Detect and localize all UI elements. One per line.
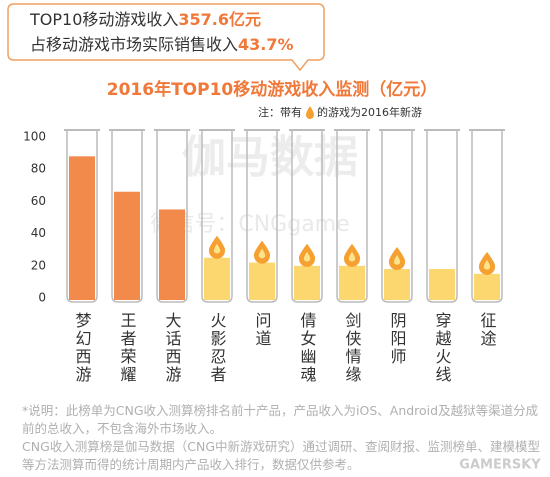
x-tick-label: 穿越火线 bbox=[433, 312, 452, 384]
bar bbox=[204, 257, 230, 300]
tube bbox=[381, 130, 413, 303]
x-tick-label: 剑侠情缘 bbox=[343, 312, 362, 384]
tube bbox=[201, 130, 233, 303]
x-tick-label: 火影忍者 bbox=[208, 312, 227, 384]
tube bbox=[111, 130, 143, 303]
callout-line: TOP10移动游戏收入 bbox=[29, 10, 178, 29]
flame-core bbox=[348, 251, 356, 262]
bar bbox=[474, 273, 500, 300]
y-tick-label: 20 bbox=[31, 258, 46, 272]
note: 的游戏为2016年新游 bbox=[317, 105, 422, 119]
y-tick-label: 60 bbox=[31, 194, 46, 208]
bar bbox=[249, 262, 275, 300]
flame-core bbox=[303, 251, 311, 262]
flame-core bbox=[258, 248, 266, 259]
x-tick-label: 征途 bbox=[478, 312, 497, 348]
callout-value: 357.6亿元 bbox=[178, 10, 261, 29]
callout-text: TOP10移动游戏收入357.6亿元 bbox=[29, 10, 261, 29]
y-tick-label: 100 bbox=[23, 130, 46, 144]
tube bbox=[246, 130, 278, 303]
x-tick-label: 大话西游 bbox=[163, 312, 182, 384]
y-tick-label: 40 bbox=[31, 226, 46, 240]
bar bbox=[69, 156, 95, 300]
tube bbox=[66, 130, 98, 303]
bar bbox=[114, 191, 140, 300]
x-tick-label: 梦幻西游 bbox=[73, 312, 92, 384]
x-tick-label: 王者荣耀 bbox=[118, 312, 137, 384]
footnotes: *说明：此榜单为CNG收入测算榜排名前十产品，产品收入为iOS、Android及… bbox=[22, 402, 542, 474]
callout-line: 占移动游戏市场实际销售收入 bbox=[30, 35, 238, 54]
footnote: CNG收入测算榜是伽马数据（CNG中新游戏研究）通过调研、查阅财报、监测榜单、建… bbox=[22, 439, 541, 472]
y-tick-label: 0 bbox=[38, 291, 46, 305]
flame-core bbox=[483, 259, 491, 270]
bar bbox=[429, 269, 455, 300]
tube bbox=[291, 130, 323, 303]
flame-icon bbox=[306, 106, 314, 119]
bar bbox=[339, 265, 365, 300]
bar bbox=[294, 265, 320, 300]
chart-title: 2016年TOP10移动游戏收入监测（亿元） bbox=[107, 79, 437, 100]
flame-core bbox=[213, 243, 221, 254]
tube bbox=[336, 130, 368, 303]
callout-value: 43.7% bbox=[238, 35, 294, 54]
tube bbox=[156, 130, 188, 303]
footnote: *说明：此榜单为CNG收入测算榜排名前十产品，产品收入为iOS、Android及… bbox=[22, 403, 539, 436]
watermark: 伽马数据 bbox=[182, 132, 358, 183]
callout-box bbox=[7, 3, 325, 72]
callout-text: 占移动游戏市场实际销售收入43.7% bbox=[30, 35, 294, 54]
x-tick-label: 阴阳师 bbox=[388, 312, 407, 366]
watermark: GAMERSKY bbox=[459, 458, 541, 473]
y-tick-label: 80 bbox=[31, 162, 46, 176]
x-tick-label: 问道 bbox=[253, 312, 272, 348]
bar bbox=[159, 209, 185, 300]
tube bbox=[426, 130, 458, 303]
note: 注：带有 bbox=[258, 105, 302, 119]
flame-core bbox=[393, 255, 401, 265]
x-tick-label: 倩女幽魂 bbox=[298, 312, 317, 384]
bar bbox=[384, 269, 410, 300]
tube bbox=[471, 130, 503, 303]
